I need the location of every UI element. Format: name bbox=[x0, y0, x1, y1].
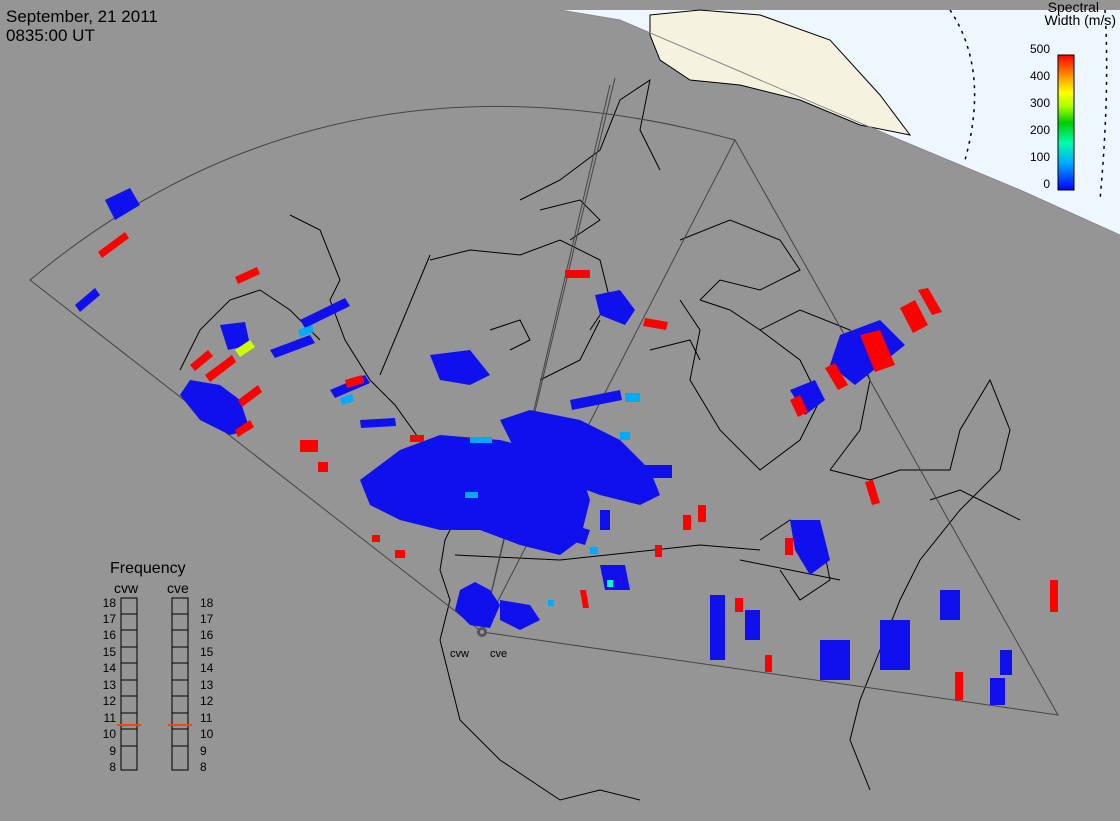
echoes-red bbox=[98, 232, 1058, 700]
greenland bbox=[649, 9, 912, 136]
colorbar-title-line1: Spectral bbox=[1047, 0, 1099, 15]
freq-num-left: 9 bbox=[109, 744, 116, 758]
latitude-circle bbox=[949, 9, 976, 161]
frequency-label-cvw: cvw bbox=[114, 580, 139, 596]
freq-num-left: 11 bbox=[103, 711, 116, 725]
freq-num-right: 9 bbox=[200, 744, 207, 758]
freq-num-right: 16 bbox=[200, 628, 214, 642]
echo-cyan-green bbox=[607, 580, 613, 587]
echoes-cyan bbox=[298, 325, 640, 606]
frequency-label-cve: cve bbox=[167, 580, 189, 596]
freq-num-right: 10 bbox=[200, 727, 214, 741]
freq-num-left: 17 bbox=[102, 612, 116, 626]
site-label-cve: cve bbox=[490, 648, 508, 660]
freq-num-right: 12 bbox=[200, 694, 214, 708]
frequency-scale-cvw bbox=[117, 597, 141, 771]
frequency-scale-cve bbox=[168, 597, 192, 771]
spectral-width-colorbar bbox=[1057, 54, 1075, 191]
freq-num-right: 15 bbox=[200, 645, 214, 659]
political-borders bbox=[379, 254, 841, 581]
freq-num-left: 16 bbox=[102, 628, 116, 642]
colorbar-tick-100: 100 bbox=[1029, 150, 1050, 164]
frequency-title: Frequency bbox=[110, 560, 186, 577]
colorbar-tick-500: 500 bbox=[1029, 42, 1050, 56]
echo-yellow-green bbox=[235, 340, 255, 357]
freq-num-left: 13 bbox=[102, 678, 116, 692]
freq-num-left: 12 bbox=[102, 694, 116, 708]
polar-ocean bbox=[560, 10, 1120, 235]
freq-num-left: 18 bbox=[102, 596, 116, 610]
freq-num-right: 17 bbox=[200, 612, 214, 626]
colorbar-tick-400: 400 bbox=[1029, 69, 1050, 83]
freq-num-right: 13 bbox=[200, 678, 214, 692]
site-label-cvw: cvw bbox=[450, 648, 469, 660]
freq-num-right: 11 bbox=[200, 711, 213, 725]
freq-num-left: 8 bbox=[109, 760, 116, 774]
freq-num-right: 14 bbox=[200, 661, 214, 675]
freq-num-left: 15 bbox=[102, 645, 116, 659]
freq-num-right: 18 bbox=[200, 596, 214, 610]
time-label: 0835:00 UT bbox=[6, 26, 95, 45]
freq-num-left: 14 bbox=[102, 661, 116, 675]
freq-num-left: 10 bbox=[102, 727, 116, 741]
colorbar-tick-0: 0 bbox=[1043, 177, 1050, 191]
colorbar-tick-200: 200 bbox=[1029, 123, 1050, 137]
radar-fov bbox=[29, 77, 1059, 716]
colorbar-title-line2: Width (m/s) bbox=[1044, 12, 1116, 28]
terminator-edge bbox=[559, 9, 1120, 236]
date-label: September, 21 2011 bbox=[6, 7, 158, 26]
freq-num-right: 8 bbox=[200, 760, 207, 774]
colorbar-tick-300: 300 bbox=[1029, 96, 1050, 110]
